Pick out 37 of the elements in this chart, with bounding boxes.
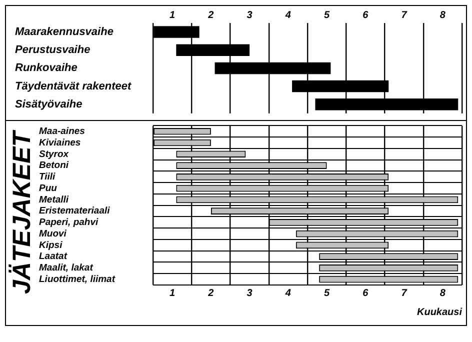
x-tick-label: 2 (207, 288, 214, 299)
x-tick-label: 4 (284, 288, 292, 299)
x-tick-label: 8 (440, 10, 446, 21)
x-tick-label: 3 (246, 10, 253, 21)
y-tick-label: Paperi, pahvi (39, 217, 98, 228)
x-tick-label: 1 (170, 288, 176, 299)
y-tick-label: Kiviaines (39, 137, 81, 148)
y-tick-label: Maarakennusvaihe (15, 26, 114, 38)
y-tick-label: Maalit, lakat (39, 262, 94, 274)
y-tick-label: Kipsi (39, 240, 63, 251)
y-tick-label: Styrox (39, 148, 70, 160)
y-tick-label: Täydentävät rakenteet (15, 80, 132, 92)
y-tick-label: Puu (39, 182, 58, 194)
y-tick-label: Runkovaihe (15, 62, 78, 74)
x-tick-label: 8 (440, 288, 446, 299)
y-tick-label: Maa-aines (39, 126, 85, 138)
x-tick-label: 4 (284, 10, 292, 21)
x-tick-label: 1 (170, 10, 176, 21)
y-tick-label: Tiili (39, 172, 56, 183)
y-tick-label: Betoni (39, 160, 69, 172)
x-axis-title: Kuukausi (416, 306, 462, 318)
y-tick-label: Laatat (39, 251, 68, 262)
x-tick-label: 6 (362, 288, 369, 299)
y-axis-title: JÄTEJAKEET (8, 130, 37, 296)
y-tick-label: Metalli (39, 194, 69, 206)
x-tick-label: 5 (324, 10, 330, 21)
y-tick-label: Eristemateriaali (39, 206, 110, 217)
y-tick-label: Sisätyövaihe (15, 98, 82, 110)
y-tick-label: Liuottimet, liimat (39, 274, 116, 285)
y-tick-label: Perustusvaihe (15, 44, 90, 56)
x-tick-label: 5 (324, 288, 330, 299)
x-tick-label: 6 (362, 10, 369, 21)
x-tick-label: 7 (401, 288, 408, 299)
x-tick-label: 2 (207, 10, 214, 21)
x-tick-label: 7 (401, 10, 408, 21)
y-tick-label: Muovi (39, 228, 67, 240)
x-tick-label: 3 (246, 288, 253, 299)
